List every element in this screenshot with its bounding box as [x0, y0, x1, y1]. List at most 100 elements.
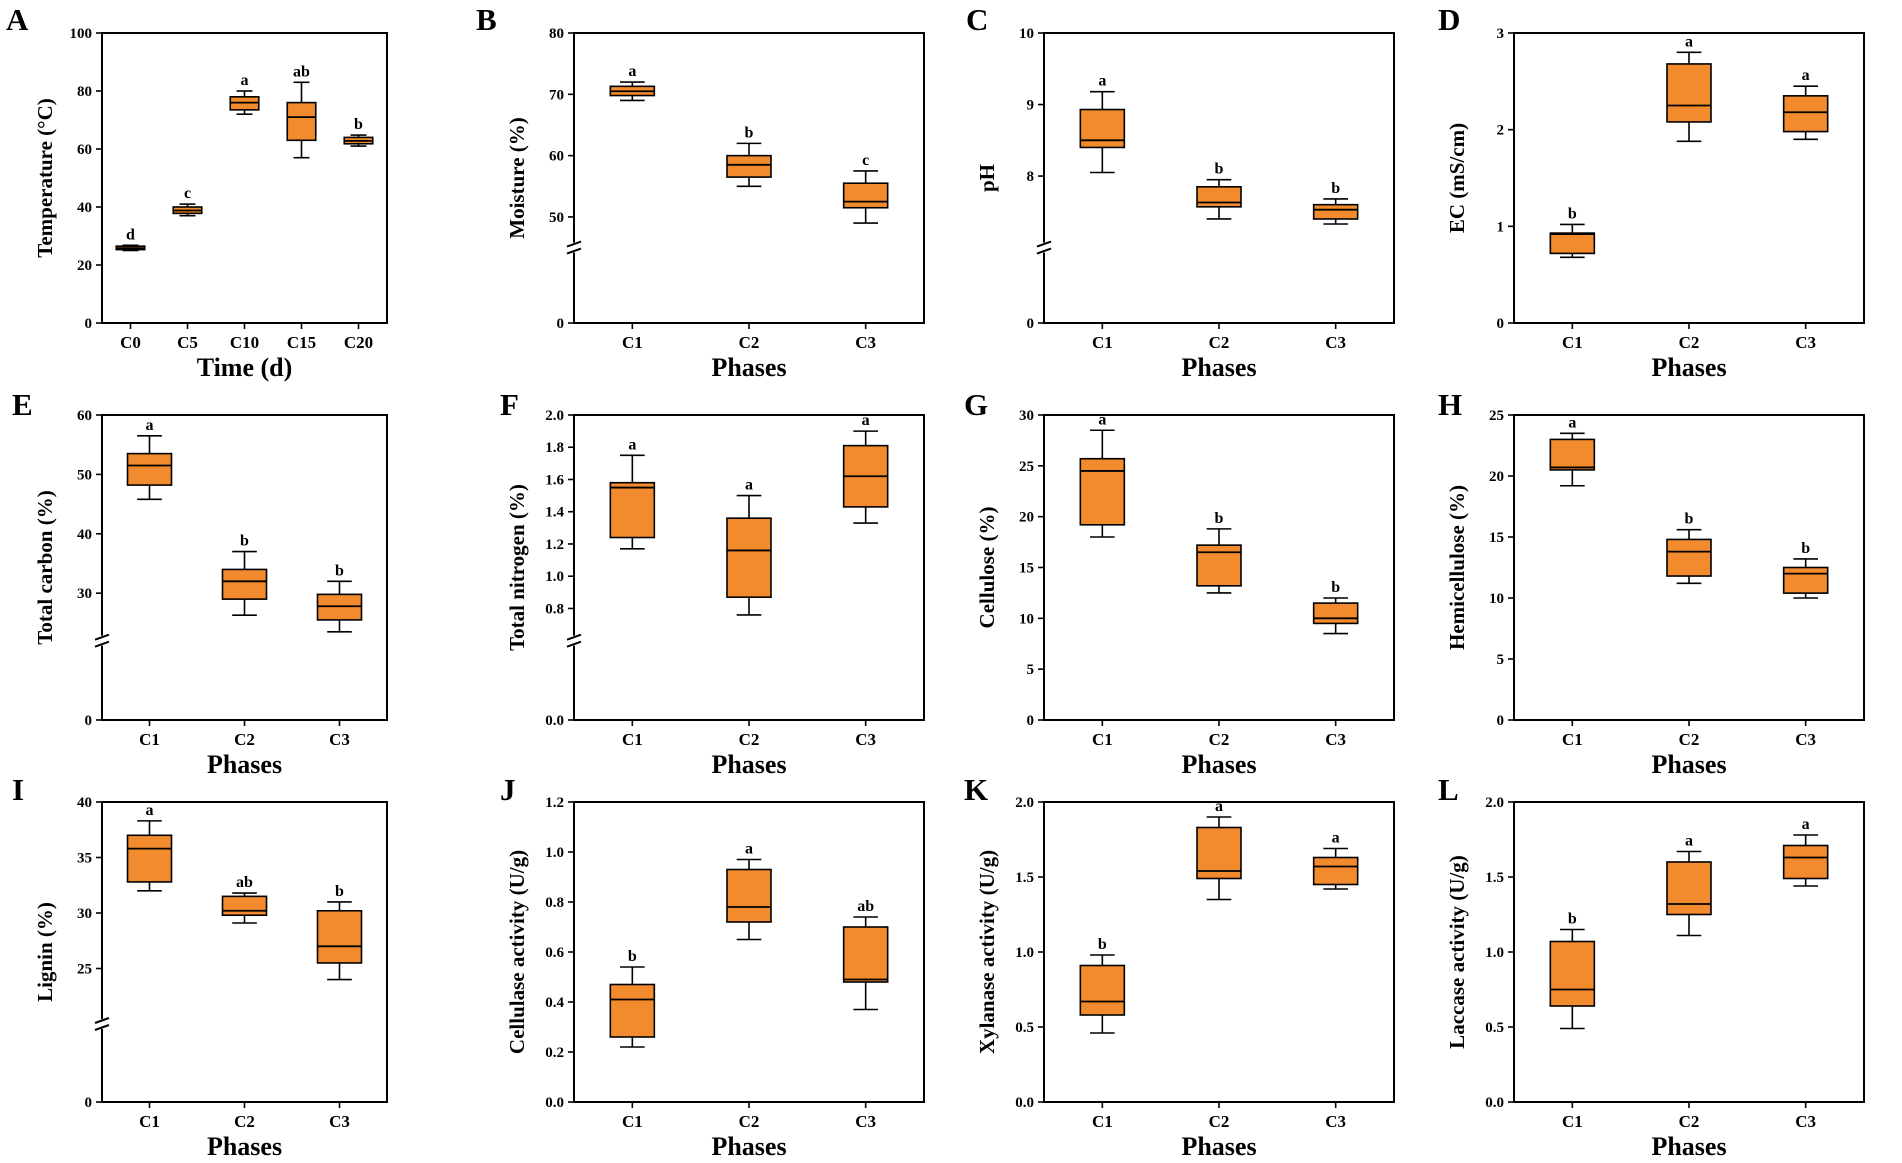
x-axis-label: Phases: [1651, 1132, 1726, 1161]
axis-break-mark: [94, 1017, 110, 1024]
box-iqr: [1782, 566, 1829, 594]
x-tick-label: C3: [329, 1112, 350, 1131]
box-iqr: [316, 909, 363, 964]
y-tick-label: 40: [77, 527, 92, 543]
box-c1: a: [1079, 73, 1126, 174]
x-axis-label: Time (d): [197, 353, 293, 382]
box-iqr: [1196, 544, 1242, 587]
x-tick-label: C2: [1679, 333, 1700, 352]
box-iqr: [1666, 861, 1712, 916]
box-c2: a: [1666, 833, 1712, 937]
panel-letter: K: [964, 772, 988, 807]
box-c10: a: [229, 72, 260, 115]
significance-letter: ab: [857, 898, 874, 915]
box-iqr: [842, 182, 889, 209]
box-iqr: [221, 895, 268, 917]
box-iqr: [726, 517, 772, 598]
x-axis-label: Phases: [711, 353, 786, 382]
y-axis-label: Laccase activity (U/g): [1445, 855, 1469, 1049]
box-iqr: [126, 834, 173, 883]
y-tick-label: 5: [1497, 652, 1505, 668]
significance-letter: b: [628, 948, 637, 965]
box-iqr: [609, 481, 656, 539]
x-axis-label: Phases: [1181, 353, 1256, 382]
significance-letter: ab: [293, 63, 310, 80]
x-tick-label: C3: [329, 730, 350, 749]
panel-letter: E: [12, 387, 33, 422]
y-tick-label: 50: [549, 210, 564, 226]
y-tick-label: 60: [549, 149, 564, 165]
box-c1: a: [609, 63, 656, 102]
significance-letter: b: [335, 562, 344, 579]
significance-letter: a: [628, 63, 636, 80]
y-tick-label: 8: [1027, 169, 1035, 185]
axis-break-gap: [97, 635, 107, 646]
x-tick-label: C1: [139, 730, 160, 749]
significance-letter: b: [1685, 511, 1694, 528]
panel-k: 0.0 0.5 1.0 1.5 2.0 C1 b C2 a C3 a Xylanase activit…: [964, 772, 1395, 1161]
y-tick-label: 0.0: [545, 1095, 564, 1111]
significance-letter: a: [1568, 414, 1576, 431]
box-c2: b: [1196, 161, 1242, 220]
x-axis-label: Phases: [711, 1132, 786, 1161]
significance-letter: a: [146, 802, 154, 819]
y-tick-label: 2.0: [1485, 795, 1504, 811]
x-axis-label: Phases: [207, 750, 282, 779]
box-c2: b: [1196, 510, 1242, 594]
x-tick-label: C2: [739, 333, 760, 352]
axis-break-mark: [566, 633, 582, 641]
y-tick-label: 1.0: [1485, 945, 1504, 961]
box-c3: a: [1312, 830, 1359, 890]
panel-letter: I: [12, 772, 24, 807]
box-c1: a: [1549, 414, 1596, 487]
y-tick-label: 40: [77, 200, 92, 216]
box-c2: a: [1196, 798, 1242, 901]
y-tick-label: 1: [1497, 219, 1505, 235]
y-tick-label: 10: [1019, 611, 1034, 627]
y-tick-label: 2.0: [545, 408, 564, 424]
panel-letter: H: [1438, 387, 1462, 422]
y-tick-label: 30: [1019, 408, 1034, 424]
x-axis-label: Phases: [207, 1132, 282, 1161]
box-c3: a: [1782, 816, 1829, 887]
significance-letter: b: [1098, 936, 1107, 953]
y-tick-label: 1.4: [545, 505, 564, 521]
y-axis-label: Cellulose (%): [975, 507, 999, 629]
box-c3: b: [316, 883, 363, 981]
significance-letter: b: [354, 116, 363, 133]
x-tick-label: C3: [855, 1112, 876, 1131]
panel-c: 0 8 9 10 C1 a C2 b C3 b pH Phases C: [966, 2, 1395, 382]
box-c3: b: [316, 562, 363, 633]
y-tick-label: 50: [77, 467, 92, 483]
significance-letter: a: [1098, 411, 1106, 428]
y-axis-label: pH: [975, 164, 999, 192]
axis-break-mark: [566, 247, 582, 255]
panel-e: 0 30 40 50 60 C1 a C2 b C3 b Total carbon (%) Phases…: [12, 387, 388, 779]
panel-letter: A: [6, 2, 29, 37]
y-tick-label: 9: [1027, 98, 1035, 114]
significance-letter: b: [335, 883, 344, 900]
x-tick-label: C2: [1679, 1112, 1700, 1131]
y-tick-label: 25: [77, 962, 92, 978]
y-tick-label: 1.6: [545, 472, 564, 488]
y-tick-label: 10: [1489, 591, 1504, 607]
y-tick-label: 60: [77, 408, 92, 424]
box-c1: b: [1549, 205, 1596, 259]
y-tick-label: 5: [1027, 662, 1035, 678]
panel-f: 0.0 0.8 1.0 1.2 1.4 1.6 1.8 2.0 C1 a C2 a C3 a Total n…: [500, 387, 925, 779]
significance-letter: a: [146, 417, 154, 434]
axis-break-gap: [1039, 242, 1049, 253]
axis-break-mark: [94, 633, 110, 641]
box-iqr: [726, 868, 772, 923]
y-tick-label: 20: [1019, 510, 1034, 526]
y-axis-label: Lignin (%): [33, 902, 57, 1002]
x-tick-label: C0: [120, 333, 141, 352]
y-tick-label: 1.5: [1485, 870, 1504, 886]
x-tick-label: C2: [1679, 730, 1700, 749]
significance-letter: b: [745, 124, 754, 141]
x-tick-label: C2: [234, 730, 255, 749]
y-axis-label: EC (mS/cm): [1445, 123, 1469, 233]
significance-letter: b: [240, 533, 249, 550]
y-tick-label: 60: [77, 142, 92, 158]
y-tick-label: 0.8: [545, 895, 564, 911]
